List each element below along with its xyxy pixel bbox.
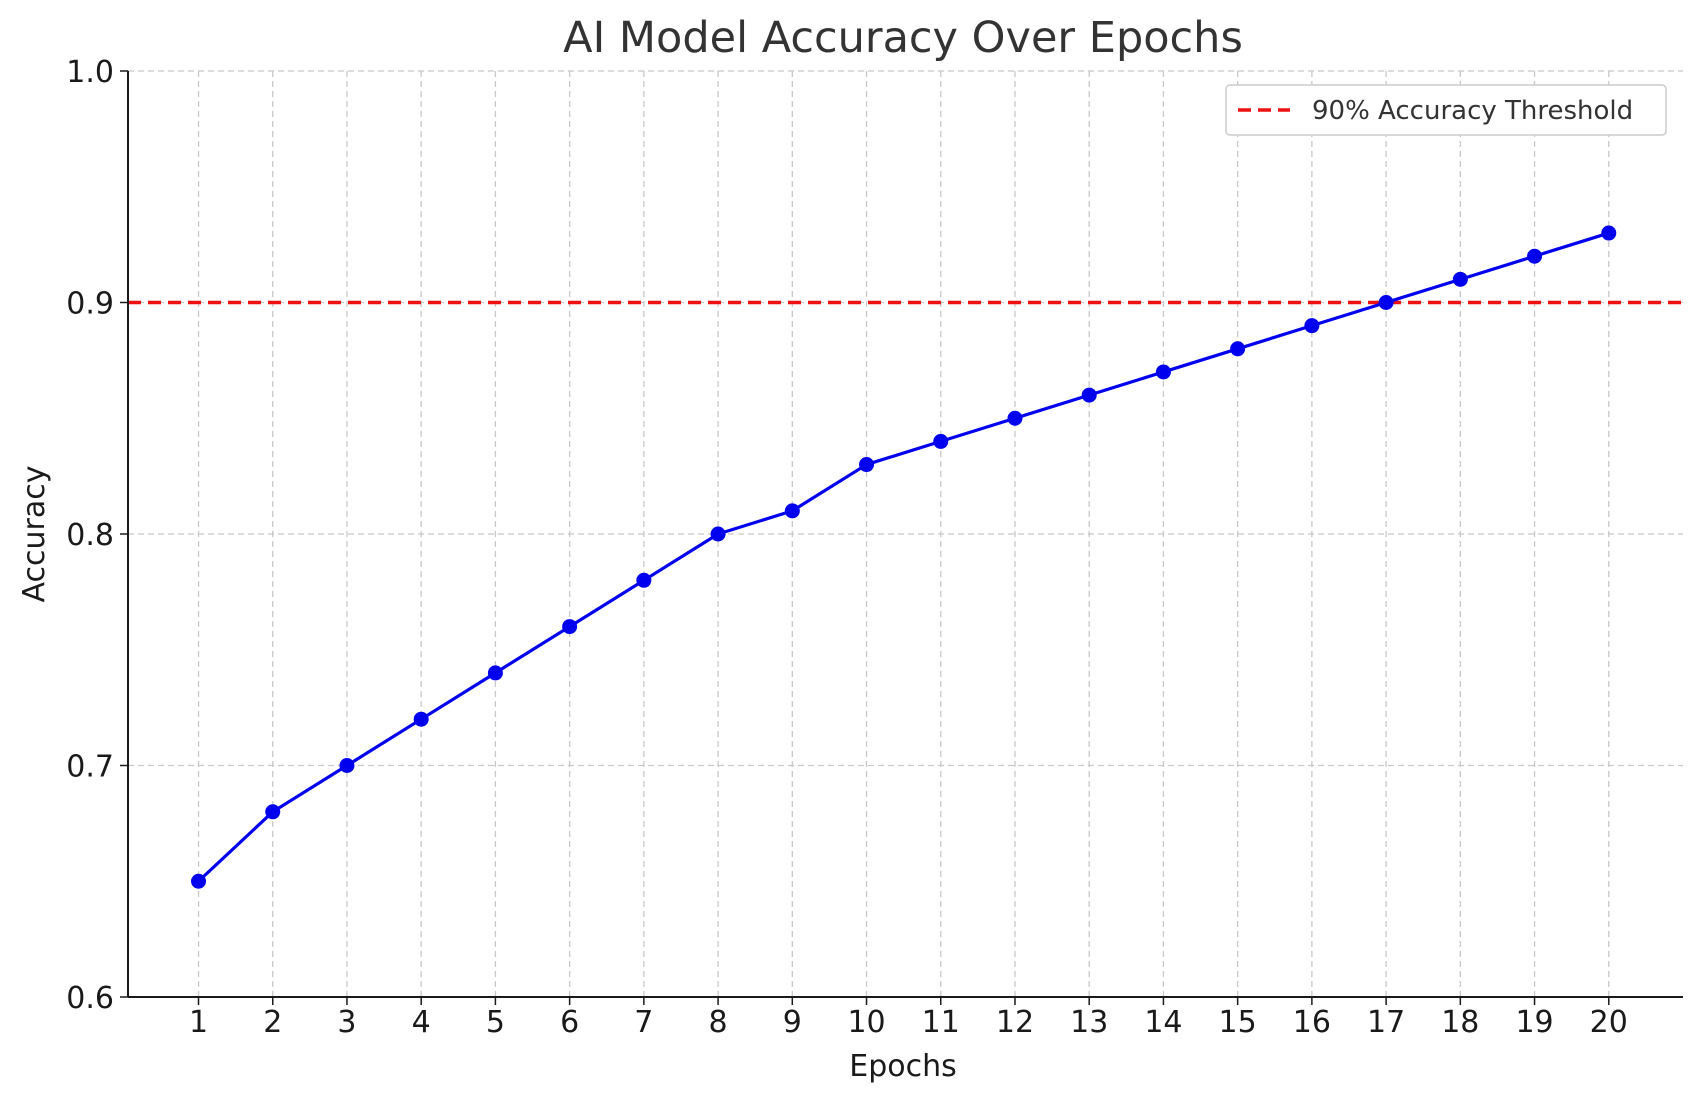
y-axis-label: Accuracy xyxy=(17,466,52,603)
data-point xyxy=(1304,318,1320,334)
x-tick-label: 17 xyxy=(1367,1005,1405,1040)
x-tick-label: 9 xyxy=(783,1005,802,1040)
axes xyxy=(120,70,1683,1005)
tick-labels: 1 2 3 4 5 6 7 8 9 10 11 12 13 14 15 16 17 18 19 200.60.70.8… xyxy=(66,55,1628,1040)
y-tick-label: 0.7 xyxy=(66,750,114,785)
y-tick-label: 0.8 xyxy=(66,518,114,553)
data-point xyxy=(562,619,578,635)
x-tick-label: 10 xyxy=(847,1005,885,1040)
data-point xyxy=(1378,295,1394,310)
y-tick-label: 0.9 xyxy=(66,287,114,322)
data-point xyxy=(784,503,800,519)
x-tick-label: 2 xyxy=(263,1005,282,1040)
x-axis-label: Epochs xyxy=(849,1049,957,1084)
series-line xyxy=(197,231,1610,883)
x-tick-label: 20 xyxy=(1590,1005,1628,1040)
data-point xyxy=(1527,248,1543,264)
x-tick-label: 7 xyxy=(634,1005,653,1040)
data-point xyxy=(1230,341,1246,357)
series-layer xyxy=(191,225,1617,889)
grid-lines xyxy=(128,70,1683,997)
x-tick-label: 19 xyxy=(1515,1005,1553,1040)
x-tick-label: 1 xyxy=(189,1005,208,1040)
data-point xyxy=(191,873,207,889)
x-tick-label: 18 xyxy=(1441,1005,1479,1040)
data-point xyxy=(339,758,355,773)
chart-title: AI Model Accuracy Over Epochs xyxy=(563,13,1243,63)
data-point xyxy=(413,711,429,727)
y-tick-label: 1.0 xyxy=(66,55,114,90)
x-tick-label: 15 xyxy=(1219,1005,1257,1040)
data-point xyxy=(265,804,281,820)
x-tick-label: 6 xyxy=(560,1005,579,1040)
x-tick-label: 4 xyxy=(412,1005,431,1040)
data-point xyxy=(1452,271,1468,287)
legend-threshold-label: 90% Accuracy Threshold xyxy=(1312,96,1633,126)
data-point xyxy=(859,457,875,473)
data-point xyxy=(1081,387,1097,403)
data-point xyxy=(487,665,503,681)
x-tick-label: 16 xyxy=(1293,1005,1331,1040)
x-tick-label: 8 xyxy=(709,1005,728,1040)
x-tick-label: 12 xyxy=(996,1005,1034,1040)
data-point xyxy=(1007,410,1023,426)
data-point xyxy=(1601,225,1617,241)
x-tick-label: 13 xyxy=(1070,1005,1108,1040)
data-point xyxy=(636,572,652,588)
x-tick-label: 5 xyxy=(486,1005,505,1040)
y-tick-label: 0.6 xyxy=(66,981,114,1016)
legend: 90% Accuracy Threshold xyxy=(1225,84,1667,136)
data-point xyxy=(710,526,726,542)
legend-box xyxy=(1225,84,1667,136)
x-tick-label: 3 xyxy=(337,1005,356,1040)
data-point xyxy=(933,433,949,449)
data-point xyxy=(1155,364,1171,380)
x-tick-label: 14 xyxy=(1144,1005,1182,1040)
x-tick-label: 11 xyxy=(922,1005,960,1040)
